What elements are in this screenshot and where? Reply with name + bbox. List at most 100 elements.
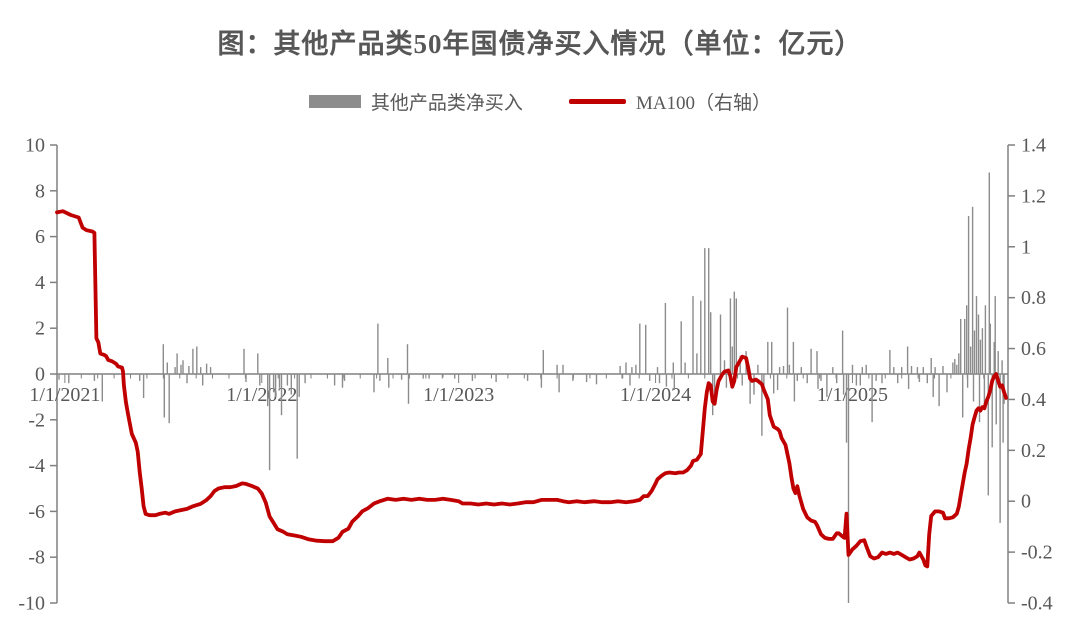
bar — [621, 374, 623, 379]
bar — [708, 248, 710, 374]
x-tick-label: 1/1/2021 — [29, 384, 100, 406]
bar — [649, 374, 651, 381]
bar — [387, 358, 389, 374]
bar — [656, 367, 659, 374]
bar — [826, 374, 828, 397]
bar — [796, 374, 798, 381]
bar — [595, 374, 598, 385]
bar — [954, 359, 956, 374]
bar — [558, 374, 560, 393]
y-right-tick-label: -0.2 — [1021, 542, 1053, 564]
bar — [665, 374, 668, 387]
bar — [907, 374, 910, 389]
bar — [788, 364, 791, 374]
bar — [196, 346, 198, 374]
bar — [664, 303, 667, 374]
bar — [272, 374, 275, 393]
bar — [710, 312, 712, 374]
x-tick-label: 1/1/2023 — [423, 384, 494, 406]
bar — [400, 374, 403, 380]
bar — [881, 374, 883, 384]
y-right-tick-label: 1.2 — [1021, 185, 1046, 207]
bar — [428, 374, 430, 379]
bar — [841, 330, 844, 374]
bar — [692, 296, 694, 374]
bar — [761, 374, 763, 436]
bar — [816, 351, 818, 374]
bar — [298, 374, 300, 397]
bar — [966, 374, 969, 388]
bar — [202, 374, 204, 386]
bar — [847, 374, 850, 603]
bar — [906, 346, 909, 374]
x-tick-label: 1/1/2024 — [620, 384, 691, 406]
legend-item-bars: 其他产品类净买入 — [308, 88, 523, 115]
bar — [958, 353, 960, 374]
y-right-tick-label: 0.8 — [1021, 287, 1046, 309]
y-right-tick-label: 0.6 — [1021, 338, 1046, 360]
bar — [981, 328, 984, 374]
y-left-tick-label: -10 — [18, 593, 45, 615]
bar — [771, 341, 773, 374]
y-left-tick-label: -4 — [28, 455, 45, 477]
bar — [753, 374, 755, 395]
bar — [875, 374, 877, 381]
bar — [639, 323, 641, 374]
bar — [631, 367, 633, 374]
bar — [176, 353, 178, 374]
bar — [997, 351, 999, 374]
bar — [893, 367, 895, 374]
legend-bar-label: 其他产品类净买入 — [370, 93, 523, 114]
bar — [757, 364, 759, 374]
bar — [778, 367, 781, 374]
bar — [842, 374, 845, 395]
bar — [257, 353, 259, 374]
bar — [186, 374, 188, 384]
bar — [192, 348, 194, 374]
y-left-tick-label: 2 — [35, 318, 45, 340]
bar — [810, 348, 812, 374]
bar — [280, 374, 283, 416]
bar — [845, 374, 848, 443]
bar — [373, 374, 375, 393]
bar — [971, 206, 974, 374]
bar — [871, 374, 873, 423]
bar — [938, 374, 940, 407]
bar — [672, 362, 674, 374]
y-right-tick-label: 0 — [1021, 491, 1031, 513]
y-left-tick-label: -6 — [28, 501, 45, 523]
bar — [966, 305, 968, 374]
y-left-tick-label: 8 — [35, 180, 45, 202]
bar — [700, 300, 702, 374]
bar — [731, 346, 733, 374]
bar — [897, 374, 899, 384]
bar — [379, 374, 381, 381]
legend: 其他产品类净买入 MA100（右轴） — [0, 88, 1080, 115]
bar — [910, 366, 913, 374]
bar — [861, 367, 863, 374]
bar — [793, 374, 796, 402]
bar — [978, 374, 981, 423]
bar — [341, 374, 344, 388]
legend-item-line: MA100（右轴） — [568, 88, 771, 115]
bar — [926, 374, 928, 384]
bar — [182, 360, 184, 374]
bar — [168, 374, 170, 424]
bar — [343, 374, 346, 381]
y-left-tick-label: -8 — [28, 547, 45, 569]
bar — [377, 323, 379, 374]
bar — [704, 248, 706, 374]
bar — [922, 367, 924, 374]
bar — [946, 374, 948, 393]
bar — [1001, 360, 1003, 374]
axis-lines — [56, 145, 1009, 603]
bar — [454, 374, 456, 379]
bar — [658, 374, 661, 384]
y-left-tick-label: -2 — [28, 409, 45, 431]
bar — [209, 367, 212, 374]
bar — [645, 324, 647, 374]
bar — [984, 305, 987, 374]
bar — [274, 374, 277, 397]
